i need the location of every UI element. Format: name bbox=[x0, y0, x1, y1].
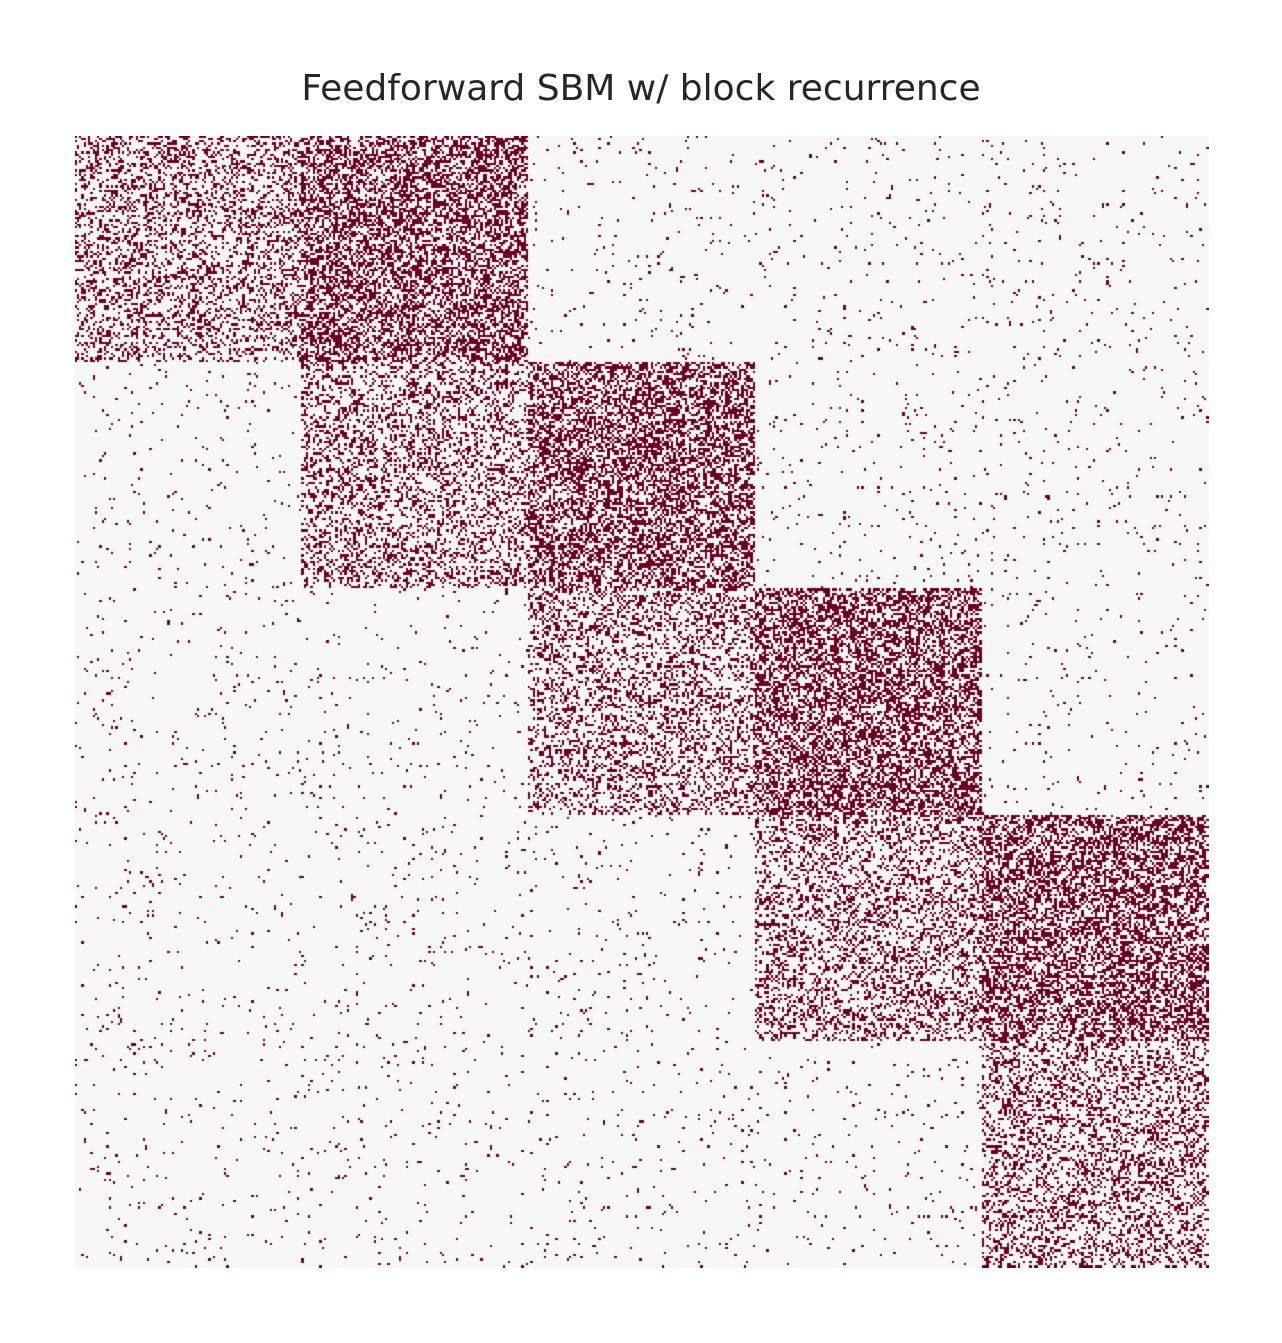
adjacency-heatmap bbox=[75, 136, 1209, 1268]
chart-title: Feedforward SBM w/ block recurrence bbox=[301, 68, 981, 109]
